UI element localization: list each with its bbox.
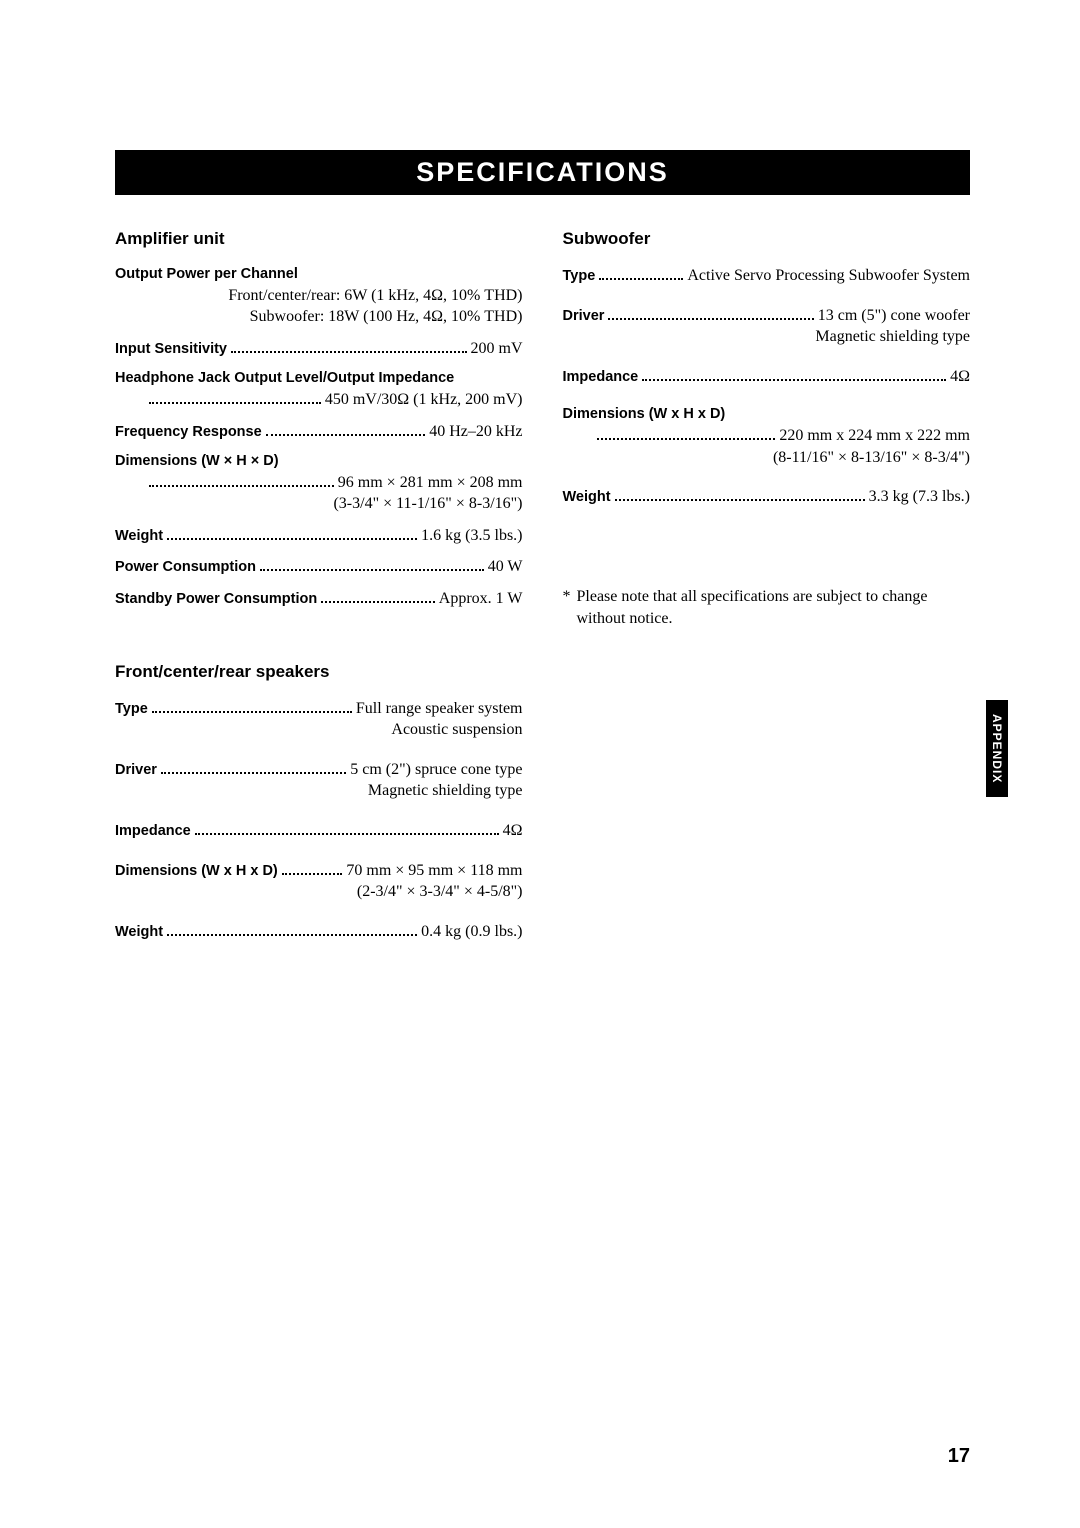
sub-impedance-label: Impedance <box>563 368 639 388</box>
note-text: Please note that all specifications are … <box>577 586 971 631</box>
sub-type-value: Active Servo Processing Subwoofer System <box>687 265 970 287</box>
spec-spk-driver: Driver 5 cm (2") spruce cone type Magnet… <box>115 759 523 802</box>
spec-power-consumption: Power Consumption 40 W <box>115 556 523 578</box>
spk-impedance-label: Impedance <box>115 822 191 842</box>
standby-label: Standby Power Consumption <box>115 590 317 610</box>
spec-amp-weight: Weight 1.6 kg (3.5 lbs.) <box>115 525 523 547</box>
frequency-response-label: Frequency Response <box>115 423 262 443</box>
columns: Amplifier unit Output Power per Channel … <box>115 223 970 952</box>
standby-value: Approx. 1 W <box>439 588 523 610</box>
spec-spk-impedance: Impedance 4Ω <box>115 820 523 842</box>
spec-sub-dimensions: Dimensions (W x H x D) 220 mm x 224 mm x… <box>563 405 971 468</box>
sub-type-label: Type <box>563 267 596 287</box>
sub-dimensions-label: Dimensions (W x H x D) <box>563 405 971 425</box>
amp-weight-label: Weight <box>115 527 163 547</box>
spec-sub-type: Type Active Servo Processing Subwoofer S… <box>563 265 971 287</box>
speakers-section: Front/center/rear speakers Type Full ran… <box>115 662 523 943</box>
spk-dimensions-extra: (2-3/4" × 3-3/4" × 4-5/8") <box>115 881 523 903</box>
output-power-label: Output Power per Channel <box>115 265 523 285</box>
leader-dots <box>642 379 946 381</box>
spk-impedance-value: 4Ω <box>503 820 523 842</box>
appendix-tab: APPENDIX <box>986 700 1008 797</box>
headphone-value: 450 mV/30Ω (1 kHz, 200 mV) <box>325 389 523 411</box>
spec-standby-power: Standby Power Consumption Approx. 1 W <box>115 588 523 610</box>
spk-driver-extra: Magnetic shielding type <box>115 780 523 802</box>
leader-dots <box>282 873 343 875</box>
leader-dots <box>260 569 484 571</box>
spec-spk-weight: Weight 0.4 kg (0.9 lbs.) <box>115 921 523 943</box>
spk-type-label: Type <box>115 700 148 720</box>
leader-dots <box>615 499 865 501</box>
sub-impedance-value: 4Ω <box>950 366 970 388</box>
sub-dimensions-extra: (8-11/16" × 8-13/16" × 8-3/4") <box>563 447 971 469</box>
amp-weight-value: 1.6 kg (3.5 lbs.) <box>421 525 522 547</box>
spk-type-value: Full range speaker system <box>356 698 523 720</box>
amp-dimensions-value: 96 mm × 281 mm × 208 mm <box>338 472 523 494</box>
spk-driver-value: 5 cm (2") spruce cone type <box>350 759 522 781</box>
amplifier-heading: Amplifier unit <box>115 229 523 249</box>
spk-dimensions-value: 70 mm × 95 mm × 118 mm <box>346 860 522 882</box>
sub-weight-value: 3.3 kg (7.3 lbs.) <box>869 486 970 508</box>
left-column: Amplifier unit Output Power per Channel … <box>115 223 523 952</box>
leader-dots <box>597 438 776 440</box>
power-consumption-label: Power Consumption <box>115 558 256 578</box>
leader-dots <box>608 318 813 320</box>
spec-spk-dimensions: Dimensions (W x H x D) 70 mm × 95 mm × 1… <box>115 860 523 903</box>
amp-dimensions-label: Dimensions (W × H × D) <box>115 452 523 472</box>
amp-dimensions-extra: (3-3/4" × 11-1/16" × 8-3/16") <box>115 493 523 515</box>
asterisk-icon: * <box>563 586 571 631</box>
leader-dots <box>231 351 467 353</box>
leader-dots <box>161 772 346 774</box>
spk-dimensions-label: Dimensions (W x H x D) <box>115 862 278 882</box>
spk-weight-value: 0.4 kg (0.9 lbs.) <box>421 921 522 943</box>
spec-headphone: Headphone Jack Output Level/Output Imped… <box>115 369 523 410</box>
sub-weight-label: Weight <box>563 488 611 508</box>
spec-spk-type: Type Full range speaker system Acoustic … <box>115 698 523 741</box>
leader-dots <box>167 934 417 936</box>
leader-dots <box>266 434 426 436</box>
headphone-label: Headphone Jack Output Level/Output Imped… <box>115 369 523 389</box>
speakers-heading: Front/center/rear speakers <box>115 662 523 682</box>
sub-driver-label: Driver <box>563 307 605 327</box>
page-number: 17 <box>948 1445 970 1468</box>
power-consumption-value: 40 W <box>488 556 523 578</box>
input-sensitivity-value: 200 mV <box>471 338 523 360</box>
leader-dots <box>195 833 499 835</box>
spk-type-extra: Acoustic suspension <box>115 719 523 741</box>
sub-driver-extra: Magnetic shielding type <box>563 326 971 348</box>
spec-amp-dimensions: Dimensions (W × H × D) 96 mm × 281 mm × … <box>115 452 523 515</box>
leader-dots <box>149 402 321 404</box>
spec-output-power: Output Power per Channel Front/center/re… <box>115 265 523 328</box>
subwoofer-heading: Subwoofer <box>563 229 971 249</box>
leader-dots <box>149 485 334 487</box>
spec-sub-impedance: Impedance 4Ω <box>563 366 971 388</box>
sub-driver-value: 13 cm (5") cone woofer <box>818 305 970 327</box>
leader-dots <box>599 278 683 280</box>
output-power-line2: Subwoofer: 18W (100 Hz, 4Ω, 10% THD) <box>115 306 523 328</box>
title-bar: SPECIFICATIONS <box>115 150 970 195</box>
input-sensitivity-label: Input Sensitivity <box>115 340 227 360</box>
leader-dots <box>152 711 352 713</box>
disclaimer-note: * Please note that all specifications ar… <box>563 586 971 631</box>
leader-dots <box>167 538 417 540</box>
leader-dots <box>321 601 435 603</box>
spec-sub-driver: Driver 13 cm (5") cone woofer Magnetic s… <box>563 305 971 348</box>
spec-input-sensitivity: Input Sensitivity 200 mV <box>115 338 523 360</box>
spec-sub-weight: Weight 3.3 kg (7.3 lbs.) <box>563 486 971 508</box>
sub-dimensions-value: 220 mm x 224 mm x 222 mm <box>779 425 970 447</box>
right-column: Subwoofer Type Active Servo Processing S… <box>563 223 971 952</box>
output-power-line1: Front/center/rear: 6W (1 kHz, 4Ω, 10% TH… <box>115 285 523 307</box>
frequency-response-value: 40 Hz–20 kHz <box>429 421 522 443</box>
spec-frequency-response: Frequency Response 40 Hz–20 kHz <box>115 421 523 443</box>
spk-driver-label: Driver <box>115 761 157 781</box>
spk-weight-label: Weight <box>115 923 163 943</box>
